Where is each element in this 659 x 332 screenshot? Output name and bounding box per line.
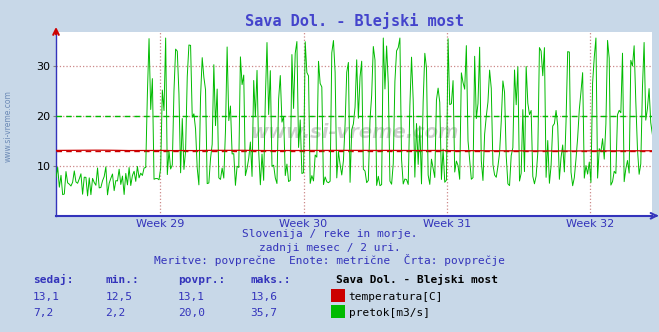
Text: 13,1: 13,1	[33, 292, 60, 302]
Text: temperatura[C]: temperatura[C]	[349, 292, 443, 302]
Title: Sava Dol. - Blejski most: Sava Dol. - Blejski most	[244, 12, 464, 29]
Text: 2,2: 2,2	[105, 308, 126, 318]
Text: 7,2: 7,2	[33, 308, 53, 318]
Text: 13,1: 13,1	[178, 292, 205, 302]
Text: www.si-vreme.com: www.si-vreme.com	[250, 124, 459, 142]
Text: maks.:: maks.:	[250, 275, 291, 285]
Text: Meritve: povprečne  Enote: metrične  Črta: povprečje: Meritve: povprečne Enote: metrične Črta:…	[154, 254, 505, 266]
Text: 12,5: 12,5	[105, 292, 132, 302]
Text: povpr.:: povpr.:	[178, 275, 225, 285]
Text: Slovenija / reke in morje.: Slovenija / reke in morje.	[242, 229, 417, 239]
Text: Sava Dol. - Blejski most: Sava Dol. - Blejski most	[336, 274, 498, 285]
Text: 13,6: 13,6	[250, 292, 277, 302]
Text: pretok[m3/s]: pretok[m3/s]	[349, 308, 430, 318]
Text: 35,7: 35,7	[250, 308, 277, 318]
Text: min.:: min.:	[105, 275, 139, 285]
Text: www.si-vreme.com: www.si-vreme.com	[3, 90, 13, 162]
Text: sedaj:: sedaj:	[33, 274, 73, 285]
Text: 20,0: 20,0	[178, 308, 205, 318]
Text: zadnji mesec / 2 uri.: zadnji mesec / 2 uri.	[258, 243, 401, 253]
